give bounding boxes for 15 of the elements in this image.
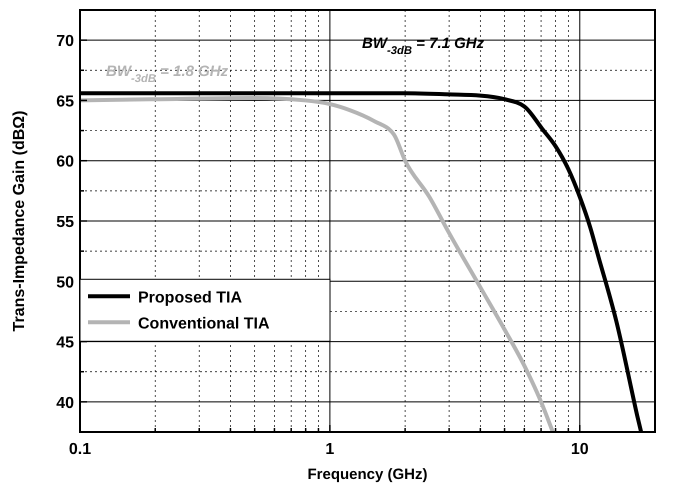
y-tick-label: 65 bbox=[56, 93, 74, 110]
x-axis-title: Frequency (GHz) bbox=[307, 466, 428, 483]
x-tick-label: 0.1 bbox=[68, 441, 92, 458]
annotation: BW$_{-3dB}$ = 1.8 GHz bbox=[106, 63, 229, 85]
y-axis-title: Trans-Impedance Gain (dBΩ) bbox=[11, 110, 28, 332]
y-tick-label: 40 bbox=[56, 394, 74, 412]
legend-label: Conventional TIA bbox=[138, 315, 270, 332]
legend-label: Proposed TIA bbox=[138, 289, 242, 306]
y-tick-label: 60 bbox=[56, 154, 74, 171]
x-tick-label: 10 bbox=[570, 441, 589, 458]
y-tick-label: 70 bbox=[56, 33, 74, 50]
y-tick-label: 55 bbox=[56, 214, 74, 231]
y-tick-label: 50 bbox=[56, 274, 74, 292]
y-tick-label: 45 bbox=[56, 334, 74, 352]
x-tick-label: 1 bbox=[325, 441, 334, 458]
